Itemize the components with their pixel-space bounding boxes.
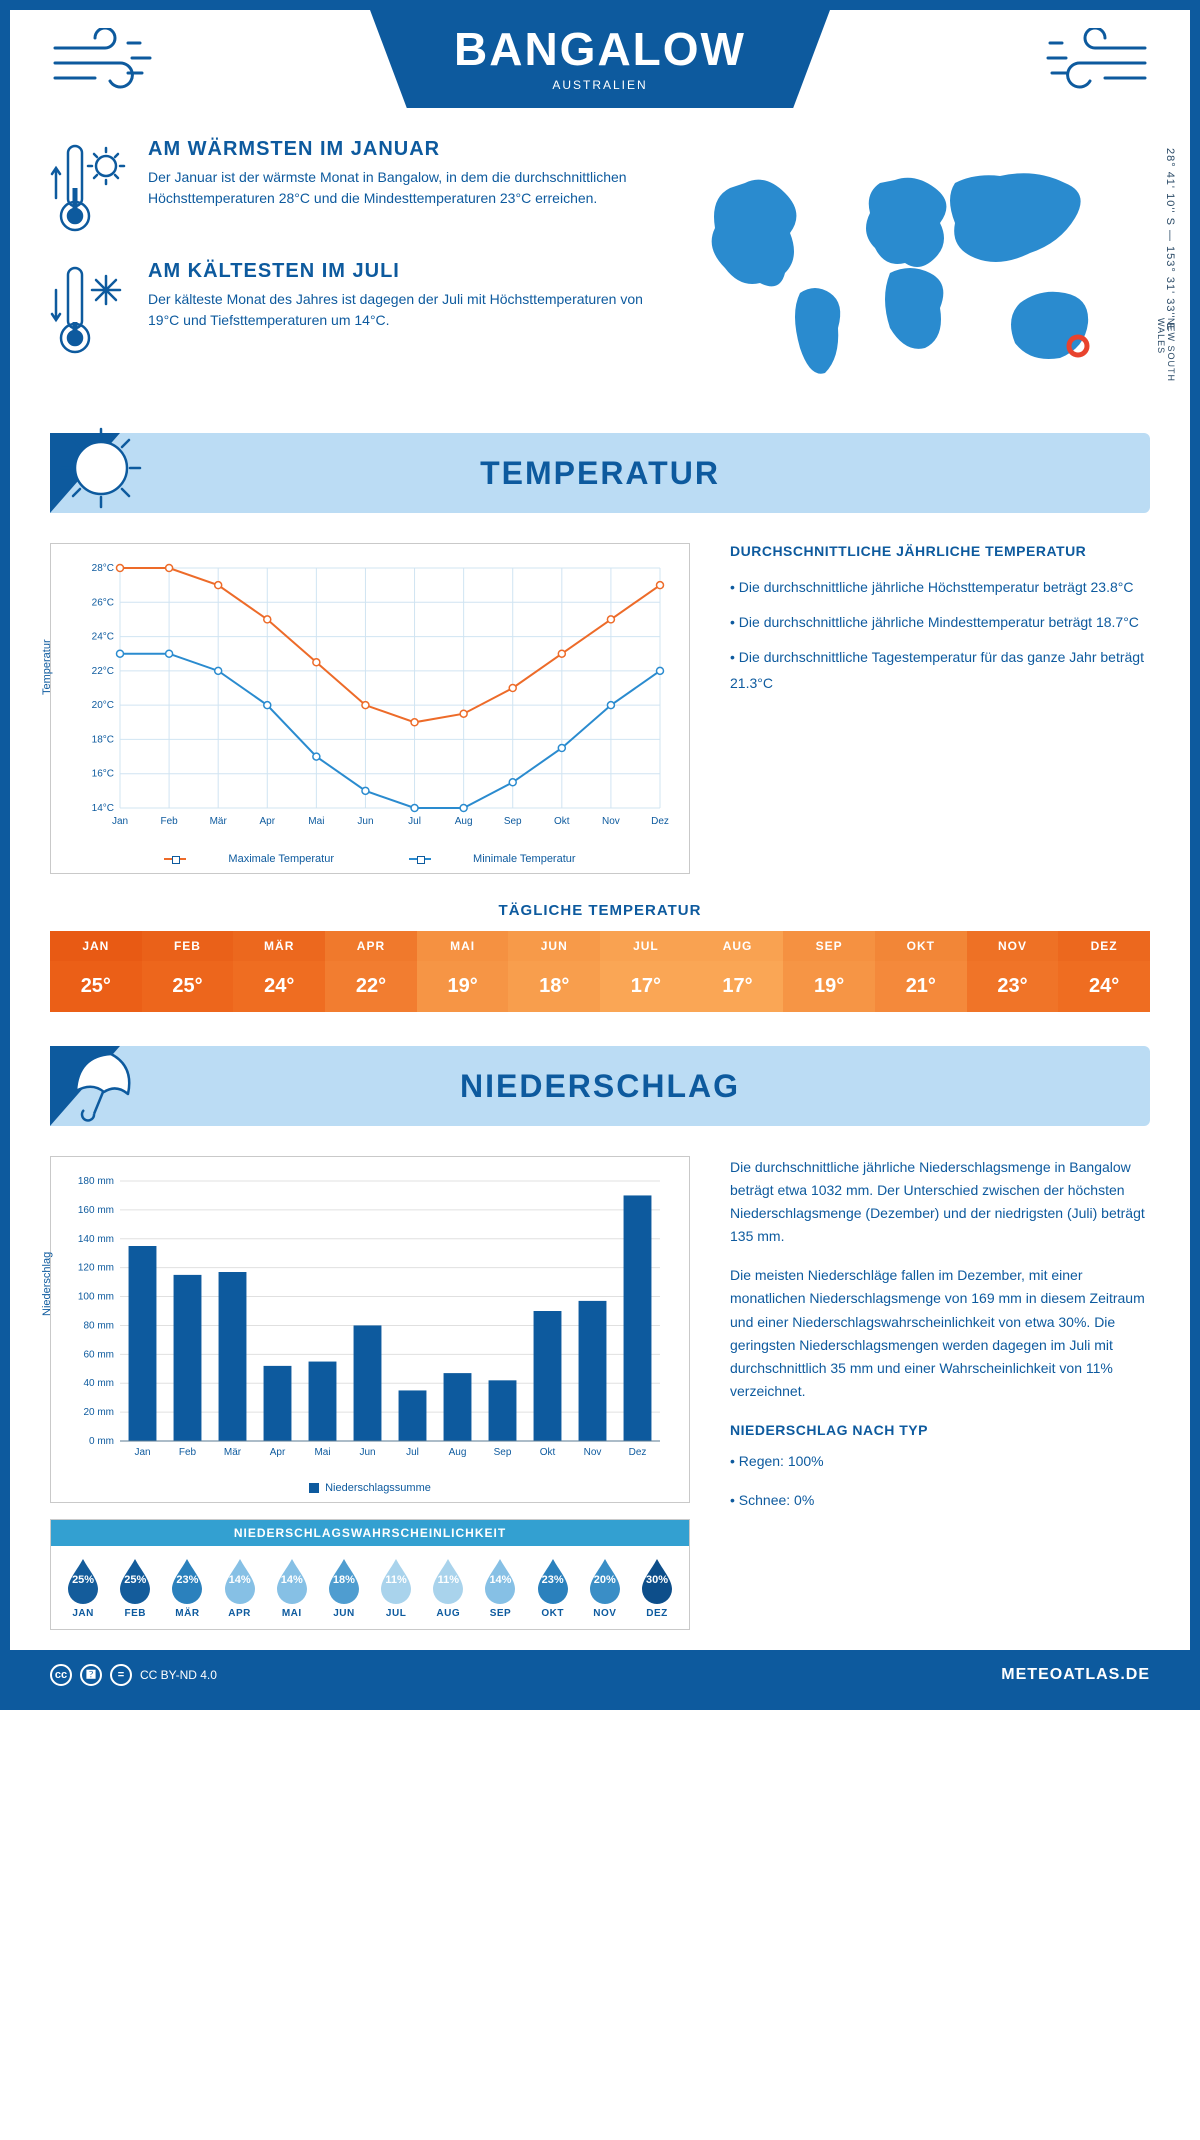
svg-text:Aug: Aug [449,1447,467,1458]
chart-legend: Niederschlagssumme [69,1482,671,1494]
svg-text:Mär: Mär [210,816,228,827]
coordinates: 28° 41' 10'' S — 153° 31' 33'' E [1164,148,1176,331]
svg-text:Mai: Mai [308,816,324,827]
svg-text:Jan: Jan [134,1447,150,1458]
footer: cc 🯄 = CC BY-ND 4.0 METEOATLAS.DE [10,1650,1190,1700]
probability-drop: 11% JUL [370,1556,422,1619]
svg-text:26°C: 26°C [92,597,114,608]
svg-text:Feb: Feb [179,1447,197,1458]
coldest-text: Der kälteste Monat des Jahres ist dagege… [148,289,660,331]
probability-drop: 23% MÄR [161,1556,213,1619]
section-precipitation: NIEDERSCHLAG [50,1046,1150,1126]
section-temperature: TEMPERATUR [50,433,1150,513]
probability-drop: 11% AUG [422,1556,474,1619]
svg-text:160 mm: 160 mm [78,1205,114,1216]
svg-text:Jan: Jan [112,816,128,827]
wind-icon [50,28,160,98]
probability-drop: 25% FEB [109,1556,161,1619]
cc-icon: cc [50,1664,72,1686]
svg-text:140 mm: 140 mm [78,1234,114,1245]
svg-text:14°C: 14°C [92,803,114,814]
svg-text:Mär: Mär [224,1447,242,1458]
license: cc 🯄 = CC BY-ND 4.0 [50,1664,217,1686]
y-axis-label: Temperatur [41,639,53,695]
svg-text:Jul: Jul [408,816,421,827]
svg-text:80 mm: 80 mm [83,1320,114,1331]
probability-drop: 20% NOV [579,1556,631,1619]
svg-text:18°C: 18°C [92,734,114,745]
section-title: TEMPERATUR [480,455,720,492]
svg-text:Sep: Sep [494,1447,512,1458]
precipitation-summary: Die durchschnittliche jährliche Niedersc… [730,1156,1150,1630]
svg-text:Aug: Aug [455,816,473,827]
svg-text:Nov: Nov [584,1447,602,1458]
warmest-text: Der Januar ist der wärmste Monat in Bang… [148,167,660,209]
coldest-title: AM KÄLTESTEN IM JULI [148,260,660,283]
y-axis-label: Niederschlag [41,1251,53,1315]
coldest-block: AM KÄLTESTEN IM JULI Der kälteste Monat … [50,260,660,360]
svg-text:100 mm: 100 mm [78,1292,114,1303]
daily-temp-title: TÄGLICHE TEMPERATUR [50,902,1150,919]
site-name: METEOATLAS.DE [1001,1666,1150,1684]
svg-text:28°C: 28°C [92,563,114,574]
header: BANGALOW AUSTRALIEN [50,10,1150,108]
svg-text:16°C: 16°C [92,769,114,780]
svg-text:22°C: 22°C [92,666,114,677]
precipitation-bar-chart: Niederschlag 0 mm20 mm40 mm60 mm80 mm100… [50,1156,690,1503]
probability-drop: 18% JUN [318,1556,370,1619]
section-title: NIEDERSCHLAG [460,1068,740,1105]
svg-text:Jun: Jun [357,816,373,827]
probability-drop: 14% SEP [474,1556,526,1619]
warmest-title: AM WÄRMSTEN IM JANUAR [148,138,660,161]
sun-icon [56,423,146,513]
svg-text:24°C: 24°C [92,632,114,643]
svg-text:Dez: Dez [651,816,669,827]
svg-text:180 mm: 180 mm [78,1176,114,1187]
temperature-line-chart: Temperatur 14°C16°C18°C20°C22°C24°C26°C2… [50,543,690,874]
nd-icon: = [110,1664,132,1686]
svg-text:Jul: Jul [406,1447,419,1458]
svg-text:Okt: Okt [554,816,570,827]
city-name: BANGALOW [430,22,770,76]
wind-icon [1040,28,1150,98]
svg-text:120 mm: 120 mm [78,1263,114,1274]
warmest-block: AM WÄRMSTEN IM JANUAR Der Januar ist der… [50,138,660,238]
svg-text:Mai: Mai [314,1447,330,1458]
daily-temperature-table: JANFEBMÄRAPRMAIJUNJULAUGSEPOKTNOVDEZ 25°… [50,931,1150,1012]
probability-drop: 14% APR [214,1556,266,1619]
precipitation-probability: NIEDERSCHLAGSWAHRSCHEINLICHKEIT 25% JAN … [50,1519,690,1630]
probability-drop: 14% MAI [266,1556,318,1619]
temperature-summary: DURCHSCHNITTLICHE JÄHRLICHE TEMPERATUR •… [730,543,1150,874]
svg-text:60 mm: 60 mm [83,1349,114,1360]
chart-legend: Maximale Temperatur Minimale Temperatur [69,851,671,865]
region-label: NEW SOUTH WALES [1156,318,1176,403]
svg-text:Apr: Apr [270,1447,286,1458]
svg-text:20 mm: 20 mm [83,1407,114,1418]
probability-drop: 23% OKT [527,1556,579,1619]
probability-drop: 30% DEZ [631,1556,683,1619]
svg-text:Apr: Apr [259,816,275,827]
thermometer-snow-icon [50,260,130,360]
probability-drop: 25% JAN [57,1556,109,1619]
title-banner: BANGALOW AUSTRALIEN [370,10,830,108]
svg-text:Okt: Okt [540,1447,556,1458]
umbrella-icon [56,1036,146,1126]
svg-text:0 mm: 0 mm [89,1436,114,1447]
country-name: AUSTRALIEN [430,78,770,92]
svg-text:Feb: Feb [160,816,178,827]
svg-text:40 mm: 40 mm [83,1378,114,1389]
svg-text:20°C: 20°C [92,700,114,711]
svg-text:Nov: Nov [602,816,620,827]
svg-text:Jun: Jun [359,1447,375,1458]
world-map: 28° 41' 10'' S — 153° 31' 33'' E NEW SOU… [690,138,1150,403]
by-icon: 🯄 [80,1664,102,1686]
svg-text:Sep: Sep [504,816,522,827]
svg-text:Dez: Dez [629,1447,647,1458]
thermometer-sun-icon [50,138,130,238]
